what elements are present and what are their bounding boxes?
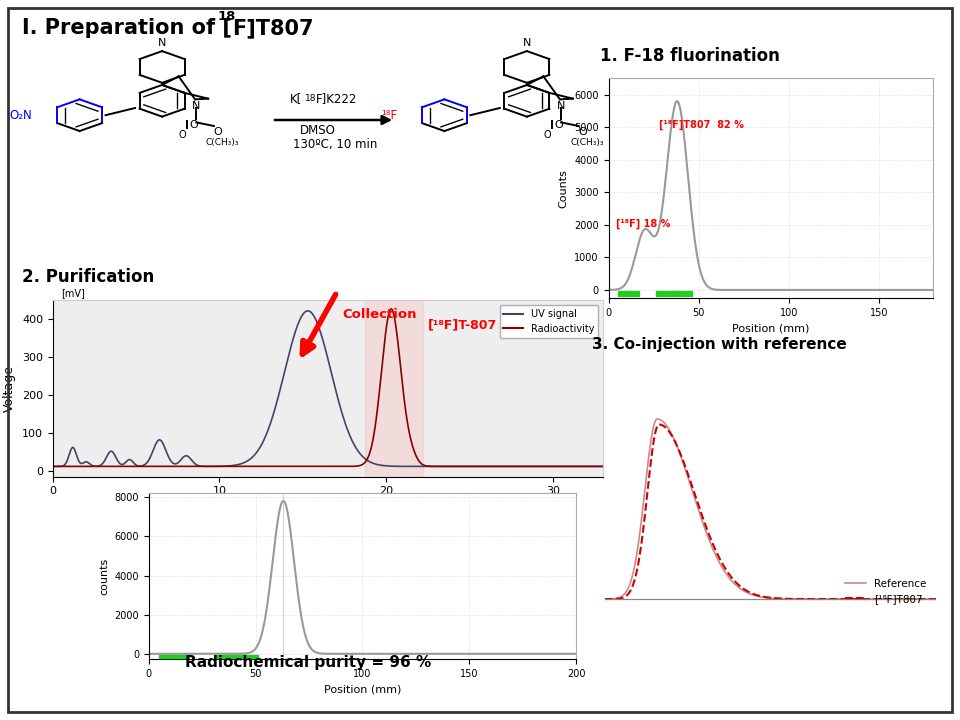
UV signal <box>47 462 59 471</box>
Radioactivity <box>47 462 59 471</box>
Line: [¹⁸F]T807: [¹⁸F]T807 <box>605 425 936 599</box>
Bar <box>656 291 691 297</box>
UV signal <box>513 462 524 471</box>
Radioactivity <box>581 462 592 471</box>
UV signal <box>302 307 314 315</box>
Y-axis label: Voltage: Voltage <box>4 365 16 412</box>
Text: O: O <box>213 127 222 138</box>
Text: O: O <box>189 120 199 130</box>
[¹⁸F]T807 <box>599 595 611 603</box>
UV signal <box>582 462 593 471</box>
Legend: Reference, [¹⁸F]T807: Reference, [¹⁸F]T807 <box>841 575 931 608</box>
Text: O: O <box>179 130 186 140</box>
Reference <box>674 448 685 456</box>
[¹⁸F]T807 <box>676 453 687 462</box>
Text: O: O <box>543 130 551 140</box>
Text: ¹⁸F: ¹⁸F <box>381 109 397 122</box>
X-axis label: Position (mm): Position (mm) <box>732 323 809 333</box>
X-axis label: Position (mm): Position (mm) <box>324 684 401 694</box>
Line: UV signal: UV signal <box>53 311 603 467</box>
UV signal <box>597 462 609 471</box>
Reference <box>841 595 852 603</box>
Text: [¹⁸F]T807  82 %: [¹⁸F]T807 82 % <box>660 120 744 130</box>
Reference <box>599 595 611 603</box>
Line: Reference: Reference <box>605 419 936 599</box>
Text: F]T807: F]T807 <box>232 18 314 38</box>
Bar <box>365 300 422 477</box>
Reference <box>731 581 742 590</box>
Text: [¹⁸F] 18 %: [¹⁸F] 18 % <box>616 218 670 229</box>
Text: DMSO: DMSO <box>300 124 336 137</box>
Text: N: N <box>557 101 565 111</box>
Radioactivity <box>386 305 397 313</box>
Reference <box>615 593 627 601</box>
Text: 18: 18 <box>305 94 317 103</box>
Text: 1. F-18 fluorination: 1. F-18 fluorination <box>600 47 780 65</box>
Reference <box>930 595 942 603</box>
[¹⁸F]T807 <box>653 420 664 429</box>
Radioactivity <box>597 462 609 471</box>
Text: Radiochemical purity = 96 %: Radiochemical purity = 96 % <box>185 655 431 670</box>
Radioactivity <box>75 462 86 471</box>
Text: O₂N: O₂N <box>10 109 33 122</box>
Text: 3. Co-injection with reference: 3. Co-injection with reference <box>592 336 847 351</box>
Text: [¹⁸F]T-807: [¹⁸F]T-807 <box>428 319 497 332</box>
Text: O: O <box>554 120 564 130</box>
[¹⁸F]T807 <box>646 449 658 458</box>
Bar <box>159 654 189 658</box>
Text: N: N <box>523 38 531 48</box>
[¹⁸F]T807 <box>731 578 742 587</box>
Bar <box>215 654 257 658</box>
UV signal <box>75 459 86 468</box>
Text: [mV]: [mV] <box>61 289 84 299</box>
Text: Collection: Collection <box>342 308 417 322</box>
Radioactivity <box>300 462 311 471</box>
Text: I. Preparation of [: I. Preparation of [ <box>22 18 232 38</box>
UV signal <box>300 307 311 316</box>
Radioactivity <box>480 462 492 471</box>
X-axis label: Time: Time <box>312 502 344 515</box>
Reference <box>652 415 663 423</box>
Y-axis label: Counts: Counts <box>559 169 568 207</box>
UV signal <box>315 328 326 337</box>
[¹⁸F]T807 <box>930 595 942 603</box>
Bar <box>617 291 639 297</box>
[¹⁸F]T807 <box>674 447 685 456</box>
Text: 18: 18 <box>218 10 236 23</box>
[¹⁸F]T807 <box>615 594 627 603</box>
Text: F]K222: F]K222 <box>316 92 357 105</box>
Text: N: N <box>158 38 166 48</box>
Text: 130ºC, 10 min: 130ºC, 10 min <box>293 138 377 151</box>
Radioactivity <box>315 462 326 471</box>
Text: 2. Purification: 2. Purification <box>22 268 155 286</box>
Reference <box>646 431 658 439</box>
Text: O: O <box>578 127 587 138</box>
Text: N: N <box>192 101 201 111</box>
Reference <box>676 455 687 464</box>
Text: K[: K[ <box>290 92 302 105</box>
Text: C(CH₃)₃: C(CH₃)₃ <box>205 138 239 148</box>
Line: Radioactivity: Radioactivity <box>53 309 603 467</box>
Legend: UV signal, Radioactivity: UV signal, Radioactivity <box>499 305 598 338</box>
UV signal <box>480 462 492 471</box>
Y-axis label: counts: counts <box>99 557 108 595</box>
UV signal <box>582 462 593 471</box>
Text: C(CH₃)₃: C(CH₃)₃ <box>570 138 604 148</box>
[¹⁸F]T807 <box>841 595 852 603</box>
Radioactivity <box>582 462 593 471</box>
